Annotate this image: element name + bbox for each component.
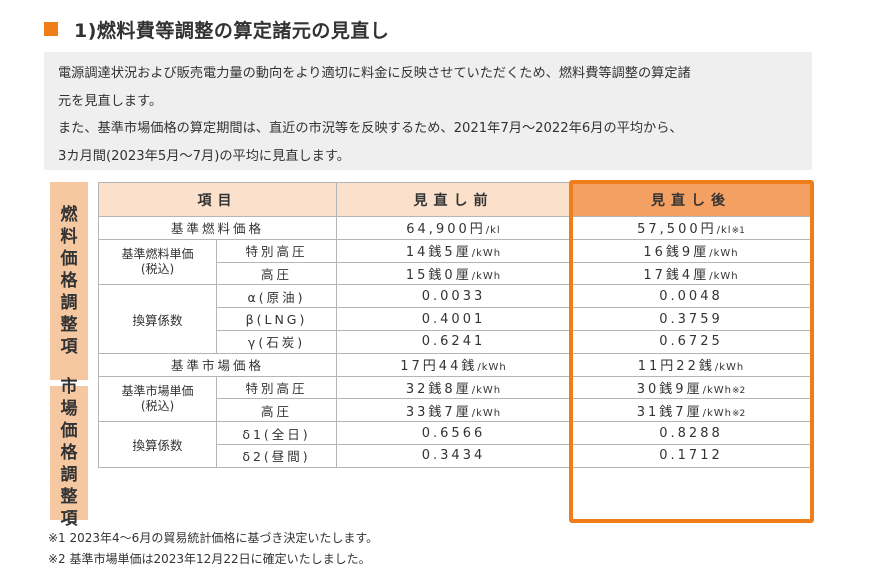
table-row: β(LNG) 0.4001 0.3759 xyxy=(99,307,812,331)
side-label-char: 整 xyxy=(60,487,78,507)
special-high-voltage-label: 特別高圧 xyxy=(216,375,337,400)
header-item: 項目 xyxy=(98,182,337,217)
after-cell: 0.8288 xyxy=(570,421,812,445)
side-label-char: 価 xyxy=(60,421,78,441)
fuel-adjustment-side-label: 燃料価格調整項 xyxy=(50,182,88,380)
note-line: 3カ月間(2023年5月～7月)の平均に見直します。 xyxy=(58,148,350,164)
after-cell: 0.3759 xyxy=(570,307,812,331)
table-row: 基準市場単価 (税込) 特別高圧 32銭8厘/kWh 30銭9厘/kWh※2 xyxy=(98,375,812,423)
before-cell: 0.3434 xyxy=(336,443,571,468)
after-cell: 30銭9厘/kWh※2 xyxy=(570,375,812,400)
after-cell: 17銭4厘/kWh xyxy=(570,261,812,286)
before-cell: 15銭0厘/kWh xyxy=(336,261,571,286)
note-line: 元を見直します。 xyxy=(58,93,163,109)
side-label-char: 項 xyxy=(60,509,78,529)
before-cell: 17円44銭/kWh xyxy=(336,352,571,377)
side-label-char: 場 xyxy=(60,399,78,419)
section-heading: 1)燃料費等調整の算定諸元の見直し xyxy=(44,14,389,44)
section-title: 1)燃料費等調整の算定諸元の見直し xyxy=(74,19,390,42)
table-row: 基準市場価格 17円44銭/kWh 11円22銭/kWh xyxy=(98,352,812,377)
before-cell: 14銭5厘/kWh xyxy=(336,238,571,263)
table-row: δ2(昼間) 0.3434 0.1712 xyxy=(99,443,812,468)
note-line: また、基準市場価格の算定期間は、直近の市況等を反映するため、2021年7月～20… xyxy=(58,121,683,136)
after-cell: 11円22銭/kWh xyxy=(570,352,812,377)
before-cell: 0.0033 xyxy=(336,284,571,309)
table-row: 基準燃料価格 64,900円/kl 57,500円/kl※1 xyxy=(98,216,812,240)
footnote-1: ※1 2023年4～6月の貿易統計価格に基づき決定いたします。 xyxy=(48,531,379,545)
after-cell: 0.0048 xyxy=(570,284,812,309)
side-label-char: 調 xyxy=(60,465,78,485)
note-line: 電源調達状況および販売電力量の動向をより適切に料金に反映させていただくため、燃料… xyxy=(58,66,691,81)
table-row: 高圧 33銭7厘/kWh 31銭7厘/kWh※2 xyxy=(99,398,812,423)
alpha-label: α(原油) xyxy=(216,284,337,309)
base-market-unit-price-label: 基準市場単価 (税込) xyxy=(98,375,217,423)
conversion-factor-label: 換算係数 xyxy=(98,421,217,468)
high-voltage-label: 高圧 xyxy=(216,261,337,286)
side-label-char: 料 xyxy=(60,227,78,247)
market-adjustment-side-label: 市場価格調整項 xyxy=(50,377,88,529)
after-cell: 16銭9厘/kWh xyxy=(570,238,812,263)
adjustment-parameters-table: 項目 見直し前 見直し後 基準燃料価格 64,900円/kl 57,500円/k… xyxy=(98,182,812,468)
after-cell: 0.6725 xyxy=(570,329,812,354)
table-row: 換算係数 δ1(全日) 0.6566 0.8288 xyxy=(98,421,812,468)
side-label-char: 項 xyxy=(60,337,78,357)
base-fuel-price-label: 基準燃料価格 xyxy=(98,216,337,240)
table-row: 基準燃料単価 (税込) 特別高圧 14銭5厘/kWh 16銭9厘/kWh xyxy=(98,238,812,286)
high-voltage-label: 高圧 xyxy=(216,398,337,423)
gamma-label: γ(石炭) xyxy=(216,329,337,354)
special-high-voltage-label: 特別高圧 xyxy=(216,238,337,263)
before-cell: 33銭7厘/kWh xyxy=(336,398,571,423)
footnote-2: ※2 基準市場単価は2023年12月22日に確定いたしました。 xyxy=(48,552,371,566)
header-before: 見直し前 xyxy=(336,182,571,217)
base-fuel-unit-price-label: 基準燃料単価 (税込) xyxy=(98,238,217,286)
side-label-char: 燃 xyxy=(60,205,78,225)
before-cell: 32銭8厘/kWh xyxy=(336,375,571,400)
base-market-price-label: 基準市場価格 xyxy=(98,352,337,377)
intro-note: 電源調達状況および販売電力量の動向をより適切に料金に反映させていただくため、燃料… xyxy=(44,52,812,170)
before-cell: 0.6566 xyxy=(336,421,571,445)
delta1-label: δ1(全日) xyxy=(216,421,337,445)
side-label-char: 調 xyxy=(60,293,78,313)
side-label-char: 整 xyxy=(60,315,78,335)
table-row: 換算係数 α(原油) 0.0033 0.0048 xyxy=(98,284,812,354)
before-cell: 0.4001 xyxy=(336,307,571,331)
delta2-label: δ2(昼間) xyxy=(216,443,337,468)
side-label-char: 価 xyxy=(60,249,78,269)
before-cell: 0.6241 xyxy=(336,329,571,354)
orange-square-icon xyxy=(44,22,58,36)
after-cell: 0.1712 xyxy=(570,443,812,468)
after-cell: 31銭7厘/kWh※2 xyxy=(570,398,812,423)
table-header-row: 項目 見直し前 見直し後 xyxy=(98,182,812,217)
after-cell: 57,500円/kl※1 xyxy=(570,216,812,240)
header-after: 見直し後 xyxy=(570,182,812,217)
side-label-char: 市 xyxy=(60,377,78,397)
side-label-char: 格 xyxy=(60,271,78,291)
before-cell: 64,900円/kl xyxy=(336,216,571,240)
side-label-char: 格 xyxy=(60,443,78,463)
beta-label: β(LNG) xyxy=(216,307,337,331)
conversion-factor-label: 換算係数 xyxy=(98,284,217,354)
